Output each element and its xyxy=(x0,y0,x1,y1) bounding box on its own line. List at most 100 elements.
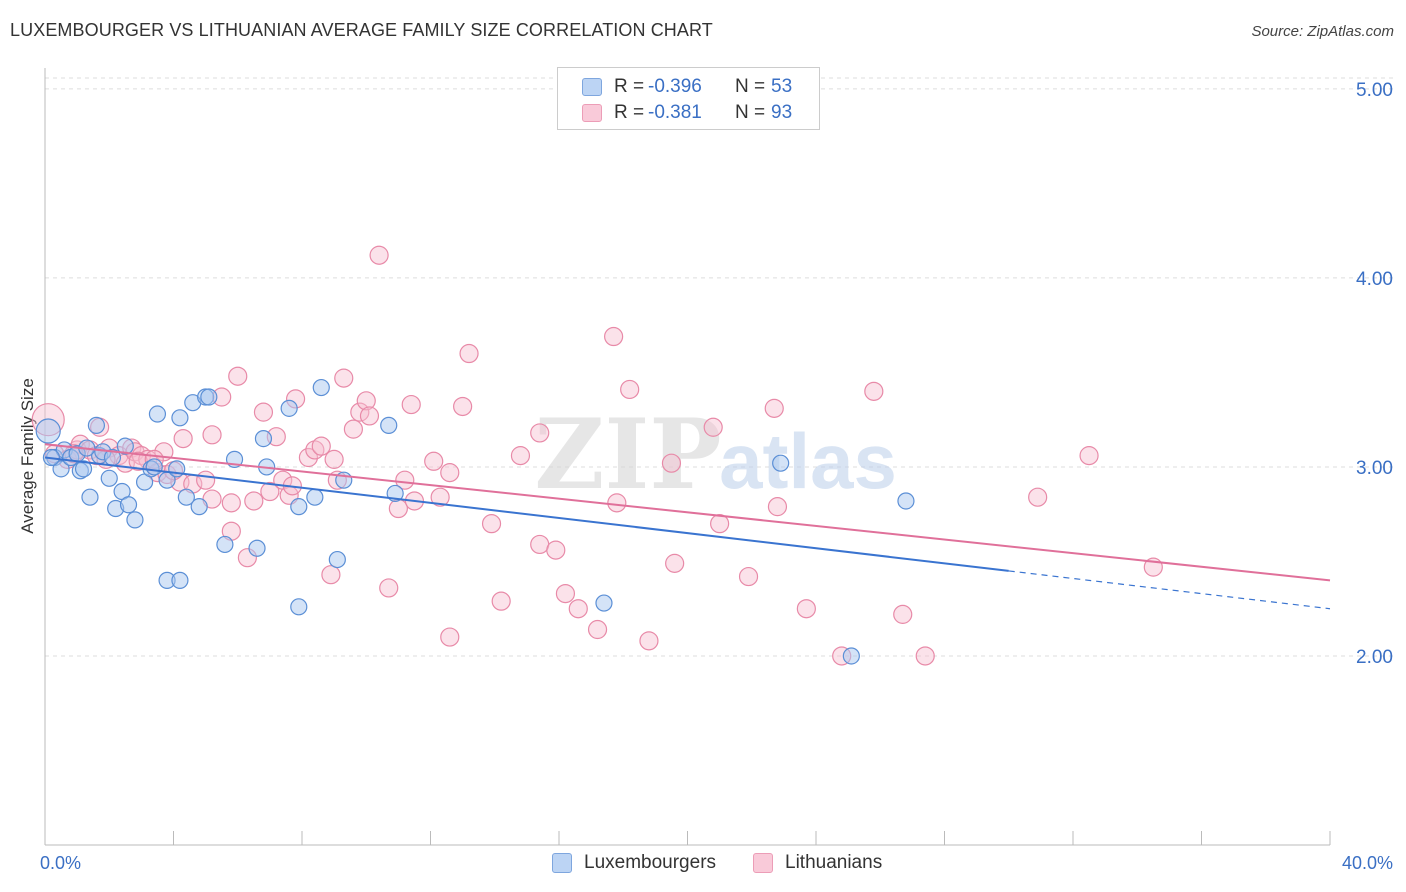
lithuanian-point xyxy=(440,463,460,483)
legend-label-luxembourgers: Luxembourgers xyxy=(584,852,717,873)
luxembourger-point xyxy=(248,539,266,557)
lithuanian-point xyxy=(491,591,511,611)
trend-lines xyxy=(44,443,1331,610)
luxembourger-point xyxy=(290,598,308,616)
x-tick-label: 40.0% xyxy=(1342,853,1393,873)
lithuanian-point xyxy=(356,391,376,411)
luxembourgers-trend-line xyxy=(44,456,1009,572)
lithuanian-point xyxy=(767,497,788,517)
y-tick-label: 3.00 xyxy=(1356,458,1393,479)
luxembourger-point xyxy=(200,388,218,406)
legend-swatch-lithuanians xyxy=(753,853,773,873)
lithuanian-point xyxy=(453,396,473,417)
luxembourger-point xyxy=(148,405,167,423)
stats-legend: R = -0.396 N = 53 R = -0.381 N = 93 xyxy=(557,67,820,130)
luxembourger-point xyxy=(254,429,273,448)
luxembourger-point xyxy=(171,571,189,589)
legend-row-luxembourgers: R = -0.396 N = 53 xyxy=(558,75,819,101)
luxembourger-point xyxy=(81,488,99,506)
luxembourger-point xyxy=(35,418,61,444)
luxembourger-point xyxy=(280,399,298,417)
luxembourger-point xyxy=(87,416,106,434)
lithuanian-point xyxy=(388,498,408,519)
luxembourger-point xyxy=(216,535,234,554)
watermark: ZIP atlas xyxy=(534,398,896,511)
luxembourgers-trend-extension xyxy=(1008,570,1331,610)
lithuanian-point xyxy=(440,627,460,647)
tick-labels: 2.00 3.00 4.00 5.00 0.0% 40.0% xyxy=(40,80,1393,873)
lithuanian-point xyxy=(221,493,241,513)
legend-r-label: R = xyxy=(614,76,645,97)
luxembourger-point xyxy=(52,460,70,478)
legend-label-lithuanians: Lithuanians xyxy=(785,852,883,873)
legend-swatch-lithuanians xyxy=(582,104,602,122)
lithuanian-point xyxy=(530,423,550,443)
source-label: Source: ZipAtlas.com xyxy=(1251,23,1394,40)
legend-r-value: -0.381 xyxy=(648,102,702,123)
lithuanian-point xyxy=(1028,487,1048,507)
luxembourger-point xyxy=(100,469,118,487)
series-legend: Luxembourgers Lithuanians xyxy=(0,852,1406,878)
luxembourger-point xyxy=(595,594,613,612)
lithuanians-trend-line xyxy=(44,443,1331,582)
y-tick-label: 2.00 xyxy=(1356,647,1393,668)
watermark-atlas: atlas xyxy=(719,417,897,505)
lithuanian-point xyxy=(334,368,354,388)
lithuanian-point xyxy=(401,394,421,415)
legend-swatch-luxembourgers xyxy=(552,853,572,873)
lithuanian-point xyxy=(620,379,640,400)
luxembourger-point xyxy=(190,498,208,516)
lithuanian-point xyxy=(665,553,685,573)
lithuanian-point xyxy=(568,599,588,619)
lithuanian-point xyxy=(607,493,627,513)
lithuanian-point xyxy=(228,366,248,386)
lithuanian-point xyxy=(510,446,531,466)
lithuanian-point xyxy=(555,583,576,604)
lithuanian-point xyxy=(764,398,784,418)
legend-swatch-luxembourgers xyxy=(582,78,602,96)
lithuanian-point xyxy=(253,402,274,422)
lithuanian-point xyxy=(173,428,193,449)
legend-r-label: R = xyxy=(614,102,645,123)
lithuanian-point xyxy=(424,451,444,471)
luxembourgers-points xyxy=(35,378,915,665)
lithuanian-point xyxy=(1079,446,1099,466)
lithuanian-point xyxy=(350,402,370,422)
lithuanian-point xyxy=(202,425,222,445)
lithuanian-point xyxy=(481,514,502,534)
legend-n-label: N = xyxy=(735,102,766,123)
x-tick-label: 0.0% xyxy=(40,853,81,873)
lithuanian-point xyxy=(379,578,399,598)
lithuanian-point xyxy=(196,470,216,490)
luxembourger-point xyxy=(842,647,860,665)
luxembourger-point xyxy=(119,496,138,514)
luxembourger-point xyxy=(306,488,324,506)
luxembourger-point xyxy=(126,511,144,529)
chart-title: LUXEMBOURGER VS LITHUANIAN AVERAGE FAMIL… xyxy=(10,20,713,40)
luxembourger-point xyxy=(171,409,189,427)
lithuanian-point xyxy=(639,631,659,651)
lithuanian-point xyxy=(343,419,363,439)
lithuanian-point xyxy=(260,481,280,502)
luxembourger-point xyxy=(74,460,93,478)
lithuanian-point xyxy=(796,599,816,619)
legend-row-lithuanians: R = -0.381 N = 93 xyxy=(558,101,819,127)
lithuanian-point xyxy=(324,449,344,469)
lithuanian-point xyxy=(298,447,319,468)
lithuanian-point xyxy=(864,381,884,401)
luxembourger-point xyxy=(177,488,195,506)
luxembourger-point xyxy=(328,550,346,569)
luxembourger-point xyxy=(772,454,790,472)
lithuanian-point xyxy=(530,534,550,555)
lithuanian-point xyxy=(661,453,682,473)
lithuanian-point xyxy=(703,417,723,437)
luxembourger-point xyxy=(897,492,915,510)
legend-n-value: 53 xyxy=(771,76,793,97)
grid-lines xyxy=(45,77,1395,657)
lithuanian-point xyxy=(604,326,624,347)
luxembourger-point xyxy=(116,437,134,455)
luxembourger-point xyxy=(380,416,398,434)
lithuanian-point xyxy=(893,604,913,624)
lithuanian-point xyxy=(459,343,479,364)
